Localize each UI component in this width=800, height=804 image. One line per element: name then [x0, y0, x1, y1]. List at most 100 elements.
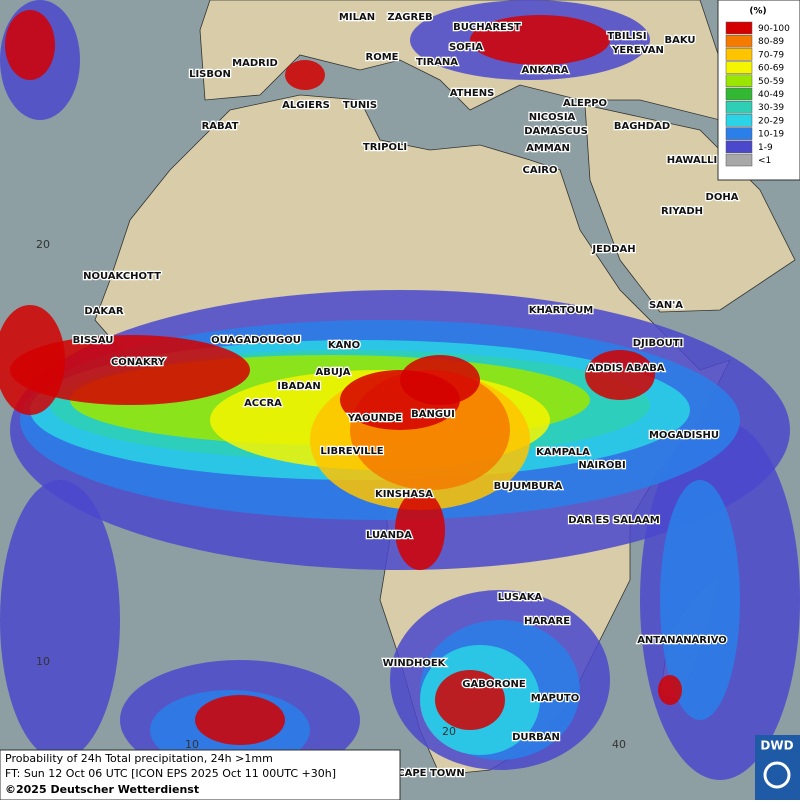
city-label: ADDIS ABABA: [587, 363, 664, 374]
city-label: BUCHAREST: [453, 22, 521, 33]
legend-swatch: [725, 74, 753, 88]
legend-swatch: [725, 21, 753, 35]
city-label: DOHA: [706, 192, 739, 203]
city-label: LUANDA: [366, 530, 412, 541]
city-label: BANGUI: [411, 409, 455, 420]
city-label: NAIROBI: [578, 460, 625, 471]
city-label: ANKARA: [521, 65, 568, 76]
rain-area: [585, 350, 655, 400]
legend-unit: (%): [749, 7, 766, 17]
city-label: MILAN: [339, 12, 375, 23]
rain-area: [0, 480, 120, 760]
rain-area: [285, 60, 325, 90]
city-label: BAKU: [664, 35, 695, 46]
city-label: CONAKRY: [111, 357, 166, 368]
city-label: ABUJA: [316, 367, 351, 378]
city-label: SAN'A: [649, 300, 683, 311]
city-label: OUAGADOUGOU: [211, 335, 301, 346]
rain-area: [435, 670, 505, 730]
city-label: YEREVAN: [611, 45, 664, 56]
legend: (%) 90-100 80-89 70-79 60-69 50-59 40-49 30-39…: [717, 0, 800, 181]
legend-label: 40-49: [758, 90, 784, 100]
legend-label: 20-29: [758, 116, 784, 126]
legend-label: 90-100: [758, 24, 790, 34]
city-label: NOUAKCHOTT: [83, 271, 161, 282]
city-label: ROME: [366, 52, 399, 63]
rain-area: [470, 15, 610, 65]
grid-label: 20: [36, 238, 50, 251]
legend-label: 30-39: [758, 103, 784, 113]
city-label: ANTANANARIVO: [637, 635, 727, 646]
legend-swatch: [725, 114, 753, 127]
city-label: SOFIA: [449, 42, 483, 53]
city-label: JEDDAH: [591, 244, 635, 255]
legend-label: 60-69: [758, 64, 784, 74]
city-label: CAPE TOWN: [397, 768, 464, 779]
city-label: BUJUMBURA: [494, 481, 563, 492]
city-label: DURBAN: [512, 732, 560, 743]
logo-mark: [763, 761, 791, 789]
legend-swatch: [725, 140, 753, 154]
city-label: NICOSIA: [529, 112, 576, 123]
precipitation: [0, 0, 800, 780]
rain-area: [5, 10, 55, 80]
rain-area: [658, 675, 682, 705]
city-label: ATHENS: [450, 88, 495, 99]
city-label: ALEPPO: [563, 98, 607, 109]
grid-label: 40: [612, 738, 626, 751]
city-label: GABORONE: [462, 679, 526, 690]
legend-label: 1-9: [758, 143, 773, 153]
grid-label: 10: [185, 738, 199, 751]
caption-line: FT: Sun 12 Oct 06 UTC [ICON EPS 2025 Oct…: [5, 767, 336, 780]
city-label: KANO: [328, 340, 360, 351]
legend-label: 70-79: [758, 50, 784, 60]
legend-label: <1: [758, 156, 771, 166]
city-label: KAMPALA: [536, 447, 590, 458]
city-label: RIYADH: [661, 206, 703, 217]
city-label: YAOUNDE: [347, 413, 402, 424]
caption-box: [0, 749, 401, 801]
copyright: ©2025 Deutscher Wetterdienst: [5, 783, 199, 796]
legend-swatch: [725, 153, 753, 167]
city-label: DAMASCUS: [524, 126, 588, 137]
city-label: ZAGREB: [387, 12, 432, 23]
city-label: MADRID: [232, 58, 278, 69]
logo: DWD: [760, 739, 793, 753]
city-label: DAKAR: [84, 306, 124, 317]
city-label: HAWALLI: [667, 155, 717, 166]
city-label: AMMAN: [526, 143, 570, 154]
rain-area: [0, 305, 65, 415]
legend-swatch: [725, 100, 753, 114]
rain-area: [400, 355, 480, 405]
city-label: DAR ES SALAAM: [568, 515, 660, 526]
legend-swatch: [725, 61, 753, 74]
city-label: MAPUTO: [531, 693, 579, 704]
legend-label: 10-19: [758, 130, 784, 140]
legend-swatch: [725, 34, 753, 48]
rain-area: [395, 490, 445, 570]
rain-area: [10, 335, 250, 405]
legend-swatch: [725, 127, 753, 140]
city-label: KINSHASA: [375, 489, 433, 500]
grid-label: 10: [36, 655, 50, 668]
city-label: BAGHDAD: [614, 121, 670, 132]
city-label: TIRANA: [416, 57, 458, 68]
legend-swatch: [725, 87, 753, 101]
city-label: BISSAU: [73, 335, 114, 346]
city-label: RABAT: [202, 121, 239, 132]
city-label: ACCRA: [244, 398, 282, 409]
rain-area: [195, 695, 285, 745]
city-label: KHARTOUM: [529, 305, 594, 316]
legend-swatch: [725, 48, 753, 61]
city-label: MOGADISHU: [649, 430, 719, 441]
legend-label: 50-59: [758, 77, 784, 87]
caption-line: Probability of 24h Total precipitation, …: [5, 752, 273, 765]
city-label: DJIBOUTI: [633, 338, 684, 349]
city-label: TUNIS: [343, 100, 377, 111]
city-label: HARARE: [524, 616, 570, 627]
city-label: LUSAKA: [498, 592, 543, 603]
city-label: IBADAN: [277, 381, 321, 392]
city-label: TBILISI: [607, 31, 646, 42]
legend-label: 80-89: [758, 37, 784, 47]
